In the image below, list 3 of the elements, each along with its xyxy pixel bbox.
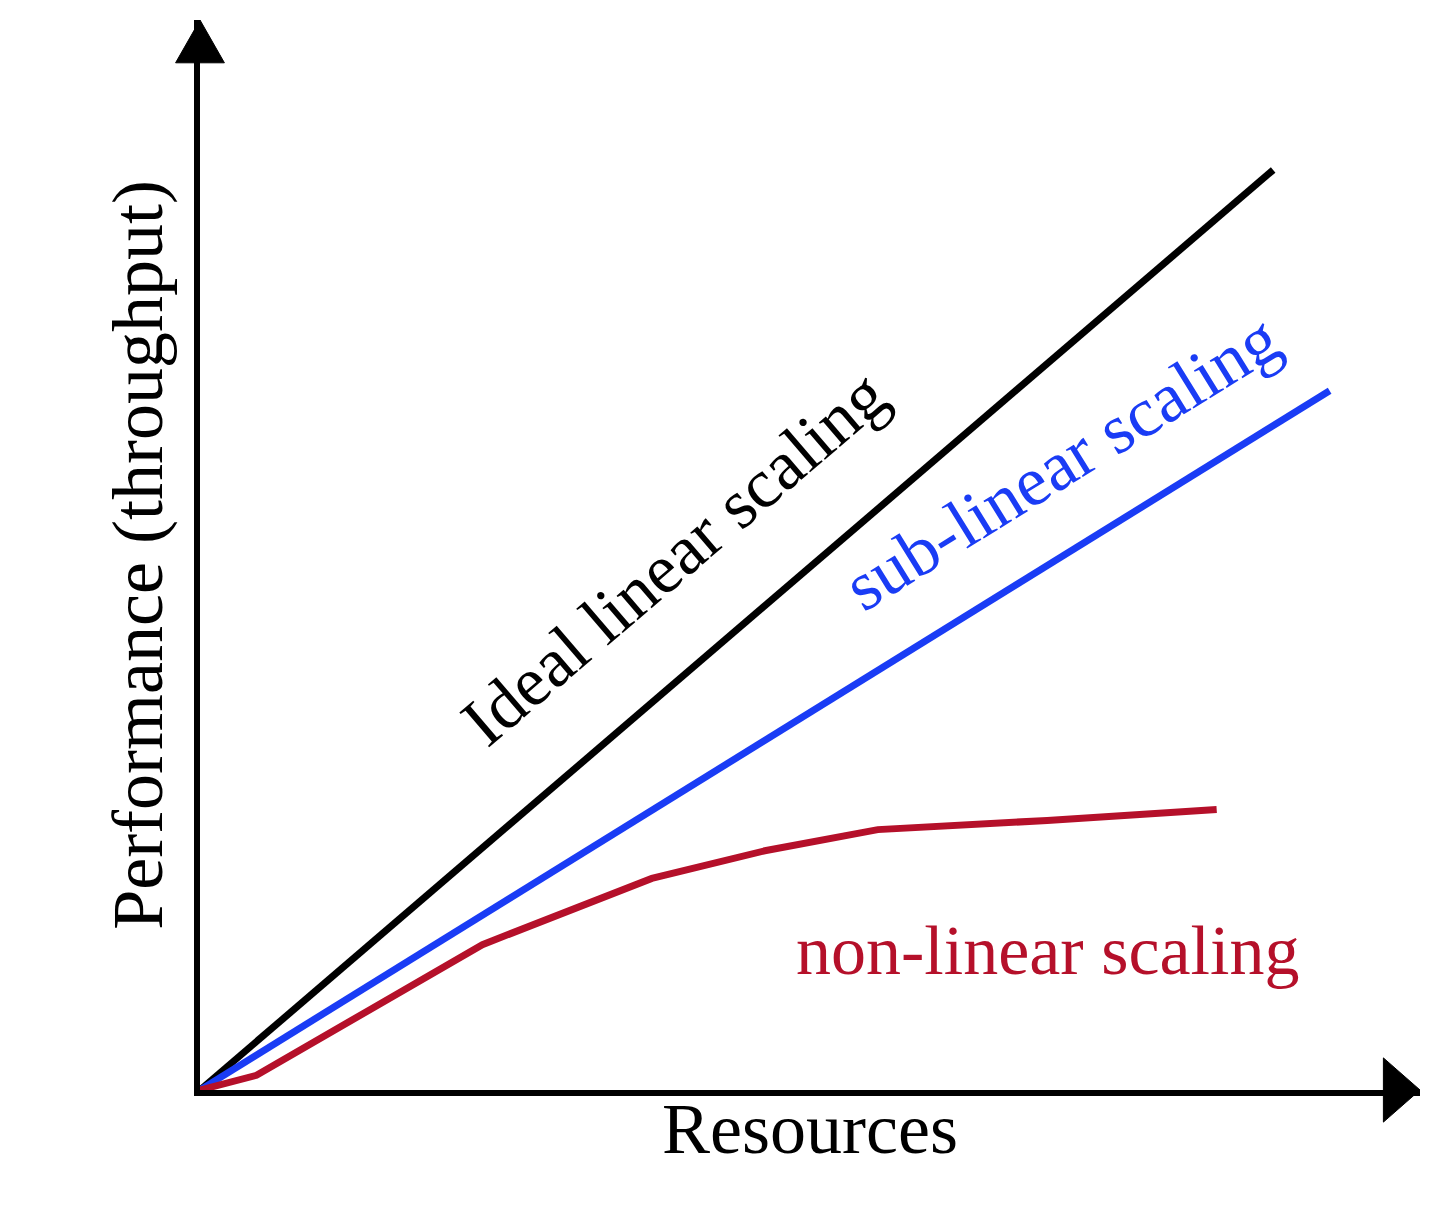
y-axis-title: Performance (throughput) xyxy=(97,180,178,930)
series-label: non-linear scaling xyxy=(796,912,1300,989)
x-axis-title: Resources xyxy=(662,1089,958,1170)
